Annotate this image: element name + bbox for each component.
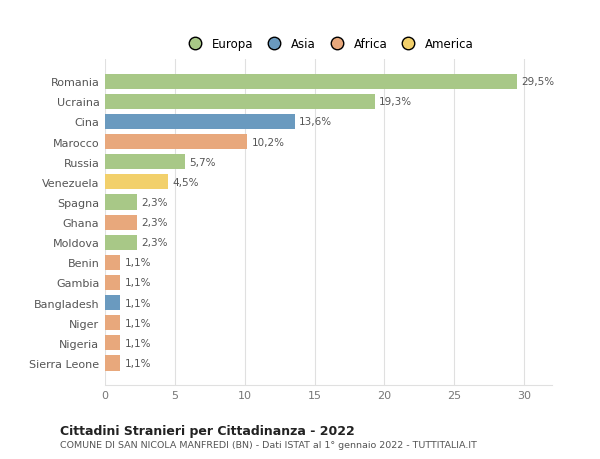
Bar [105,115,295,130]
Bar [105,315,121,330]
Bar [105,195,137,210]
Text: 1,1%: 1,1% [125,298,151,308]
Text: 4,5%: 4,5% [172,178,199,187]
Bar [105,275,121,291]
Bar [105,296,121,310]
Bar [105,74,517,90]
Text: 1,1%: 1,1% [125,338,151,348]
Text: 1,1%: 1,1% [125,318,151,328]
Bar [105,155,185,170]
Text: 29,5%: 29,5% [521,77,554,87]
Legend: Europa, Asia, Africa, America: Europa, Asia, Africa, America [179,33,478,56]
Text: 1,1%: 1,1% [125,278,151,288]
Bar [105,235,137,250]
Text: COMUNE DI SAN NICOLA MANFREDI (BN) - Dati ISTAT al 1° gennaio 2022 - TUTTITALIA.: COMUNE DI SAN NICOLA MANFREDI (BN) - Dat… [60,441,477,449]
Text: 5,7%: 5,7% [189,157,215,168]
Text: 10,2%: 10,2% [251,137,284,147]
Bar [105,135,247,150]
Text: Cittadini Stranieri per Cittadinanza - 2022: Cittadini Stranieri per Cittadinanza - 2… [60,424,355,437]
Bar [105,95,374,110]
Bar [105,175,168,190]
Text: 1,1%: 1,1% [125,258,151,268]
Bar [105,336,121,351]
Bar [105,255,121,270]
Text: 2,3%: 2,3% [142,238,168,248]
Bar [105,215,137,230]
Text: 1,1%: 1,1% [125,358,151,368]
Text: 13,6%: 13,6% [299,117,332,127]
Bar [105,356,121,371]
Text: 2,3%: 2,3% [142,197,168,207]
Text: 19,3%: 19,3% [379,97,412,107]
Text: 2,3%: 2,3% [142,218,168,228]
